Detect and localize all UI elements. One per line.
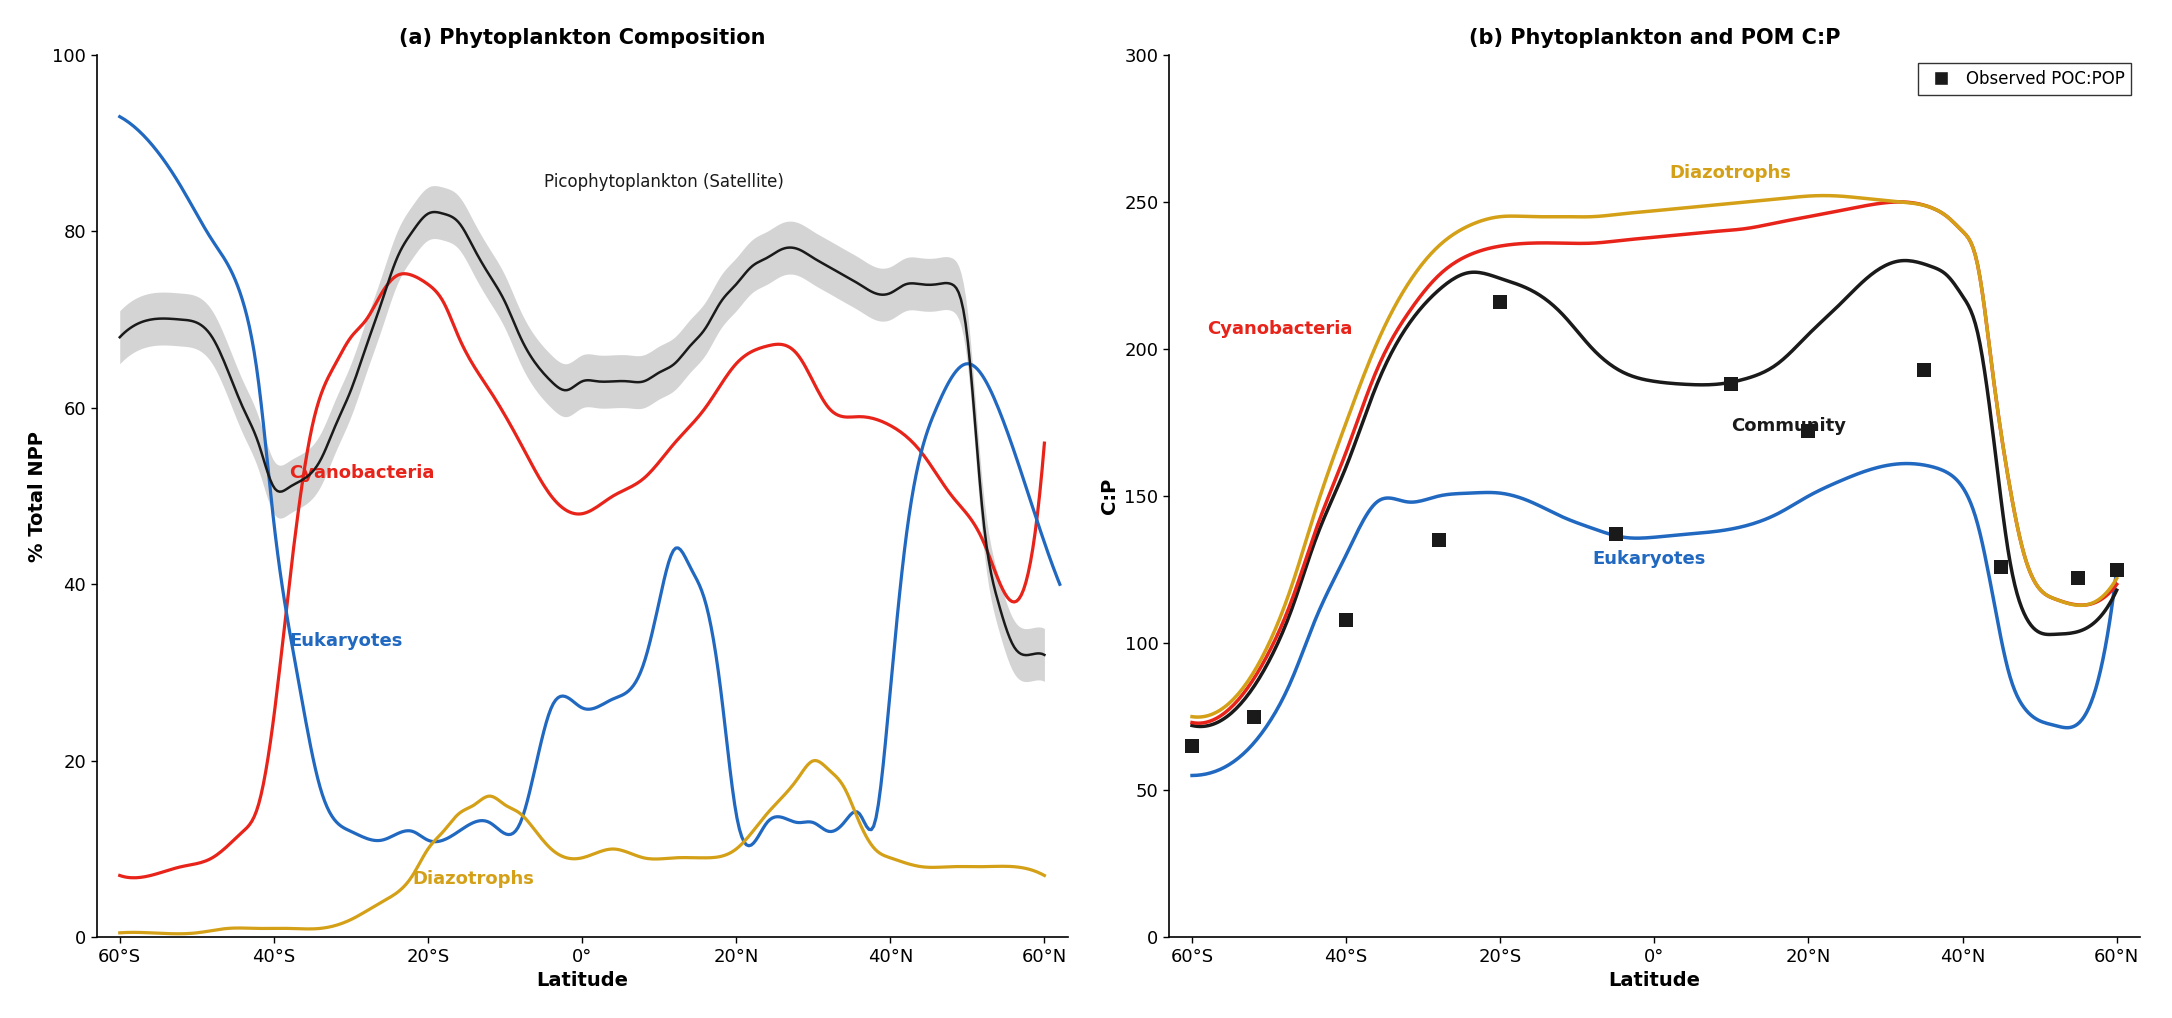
Text: Eukaryotes: Eukaryotes [289, 632, 402, 651]
Text: Eukaryotes: Eukaryotes [1592, 550, 1705, 568]
Text: Diazotrophs: Diazotrophs [413, 870, 534, 889]
X-axis label: Latitude: Latitude [1609, 971, 1701, 991]
Point [2100, 562, 2135, 578]
Y-axis label: % Total NPP: % Total NPP [28, 431, 48, 562]
Y-axis label: C:P: C:P [1099, 477, 1119, 514]
Point [1483, 294, 1518, 310]
Point [1792, 423, 1827, 440]
Point [1420, 532, 1455, 549]
Point [1599, 526, 1633, 543]
Text: Picophytoplankton (Satellite): Picophytoplankton (Satellite) [543, 173, 784, 191]
Title: (a) Phytoplankton Composition: (a) Phytoplankton Composition [400, 27, 765, 48]
Text: Community: Community [1731, 417, 1846, 436]
Point [1175, 738, 1210, 754]
Text: Cyanobacteria: Cyanobacteria [289, 464, 434, 483]
Title: (b) Phytoplankton and POM C:P: (b) Phytoplankton and POM C:P [1468, 27, 1840, 48]
Point [1983, 559, 2018, 575]
Point [2061, 570, 2096, 586]
Point [1236, 709, 1271, 725]
Text: Cyanobacteria: Cyanobacteria [1208, 321, 1353, 338]
Point [1329, 612, 1364, 628]
Point [1907, 361, 1942, 378]
Legend: Observed POC:POP: Observed POC:POP [1918, 63, 2131, 95]
Text: Diazotrophs: Diazotrophs [1670, 165, 1792, 182]
Point [1714, 377, 1748, 393]
X-axis label: Latitude: Latitude [536, 971, 628, 991]
